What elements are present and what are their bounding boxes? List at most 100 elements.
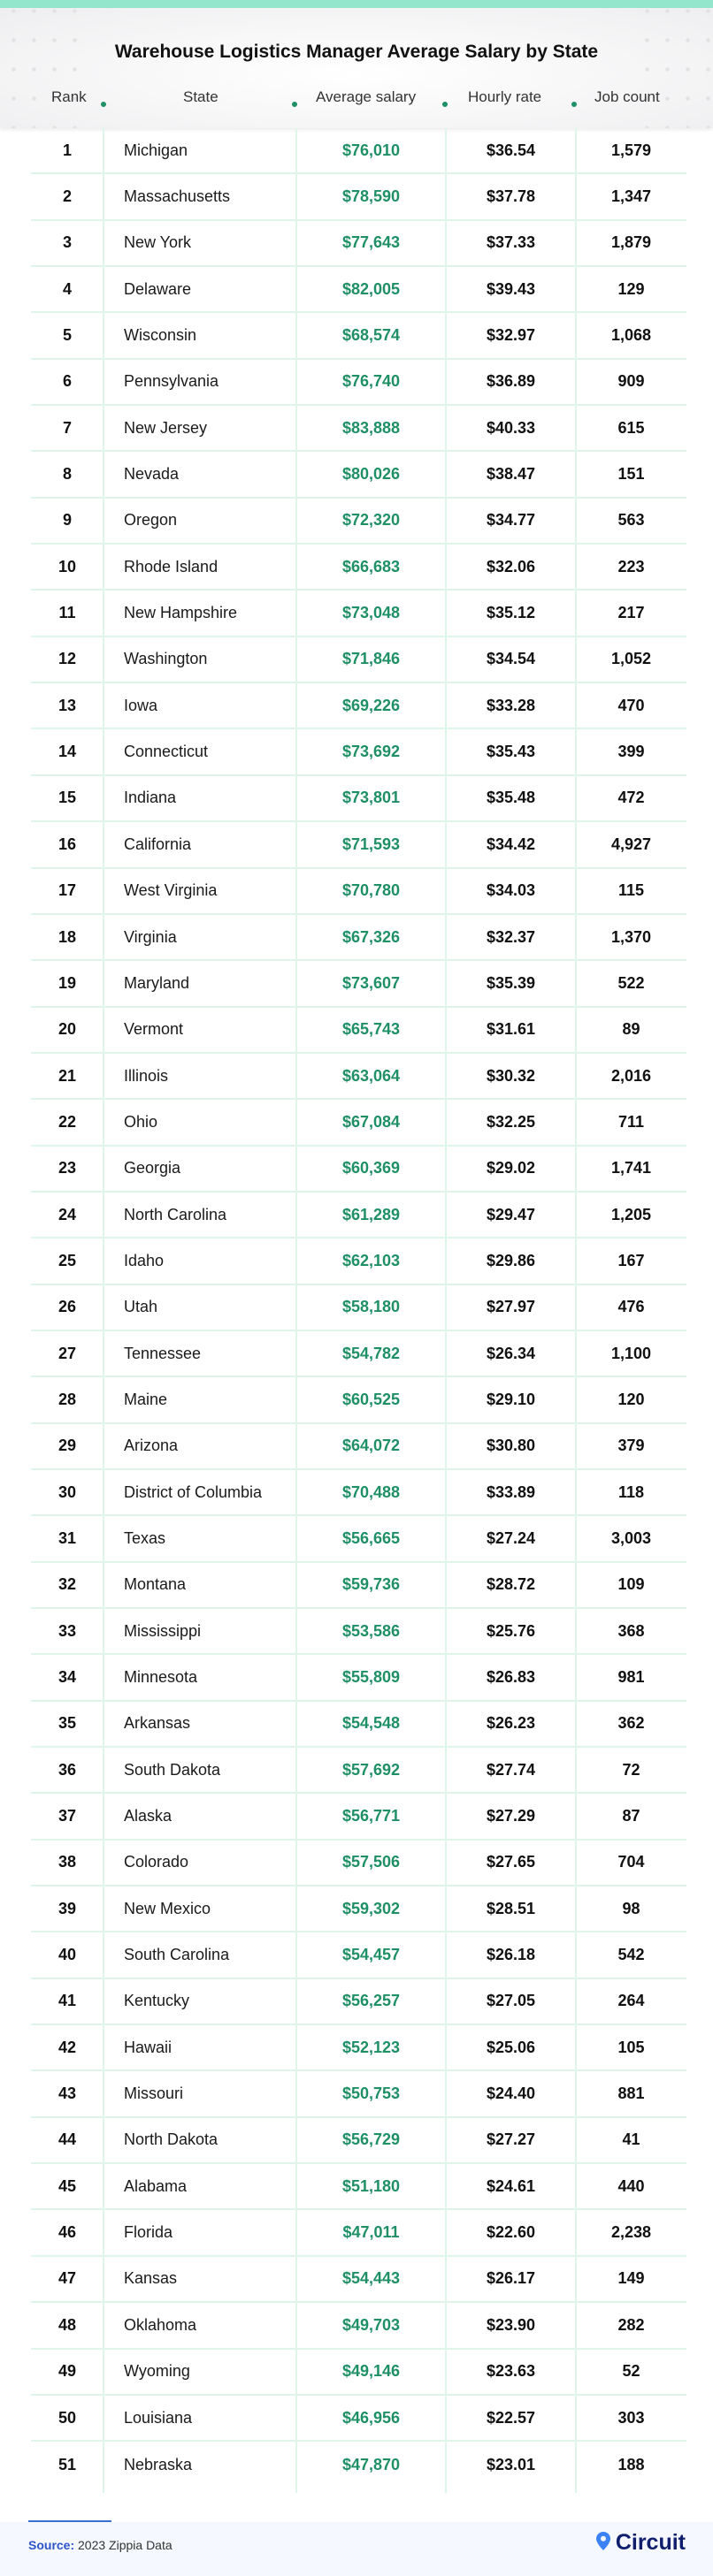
column-divider <box>295 128 297 2493</box>
rank-cell: 35 <box>58 1714 77 1733</box>
average-salary-cell: $73,801 <box>341 789 401 807</box>
job-count-cell: 115 <box>617 881 645 900</box>
hourly-rate-cell: $29.47 <box>486 1205 536 1223</box>
state-cell: Georgia <box>124 1159 181 1177</box>
decorative-dots-right <box>633 8 713 128</box>
state-cell: North Dakota <box>124 2130 218 2149</box>
state-cell: Texas <box>124 1528 166 1547</box>
rank-cell: 7 <box>62 418 72 437</box>
average-salary-cell: $78,590 <box>341 187 401 206</box>
table-row: 36 South Dakota $57,692 $27.74 72 <box>31 1748 686 1795</box>
hourly-rate-cell: $36.54 <box>486 141 536 159</box>
average-salary-cell: $65,743 <box>341 1020 401 1039</box>
column-separator-dot <box>101 102 106 107</box>
column-separator-dot <box>292 102 297 107</box>
job-count-cell: 476 <box>617 1298 645 1316</box>
rank-cell: 43 <box>58 2084 77 2103</box>
table-row: 33 Mississippi $53,586 $25.76 368 <box>31 1609 686 1656</box>
average-salary-cell: $56,257 <box>341 1992 401 2010</box>
average-salary-cell: $52,123 <box>341 2038 401 2056</box>
rank-cell: 22 <box>58 1112 77 1131</box>
state-cell: Illinois <box>124 1066 169 1085</box>
rank-cell: 38 <box>58 1853 77 1871</box>
average-salary-cell: $59,736 <box>341 1575 401 1594</box>
hourly-rate-cell: $32.25 <box>486 1112 536 1131</box>
hourly-rate-cell: $23.90 <box>486 2315 536 2334</box>
hourly-rate-cell: $24.61 <box>486 2176 536 2195</box>
state-cell: Massachusetts <box>124 187 231 206</box>
rank-cell: 2 <box>62 187 72 206</box>
table-row: 14 Connecticut $73,692 $35.43 399 <box>31 729 686 776</box>
table-row: 37 Alaska $56,771 $27.29 87 <box>31 1794 686 1841</box>
job-count-cell: 704 <box>617 1853 645 1871</box>
rank-cell: 6 <box>62 372 72 391</box>
state-cell: Minnesota <box>124 1668 198 1687</box>
job-count-cell: 368 <box>617 1621 645 1640</box>
rank-cell: 39 <box>58 1899 77 1917</box>
table-row: 5 Wisconsin $68,574 $32.97 1,068 <box>31 313 686 360</box>
rank-cell: 41 <box>58 1992 77 2010</box>
job-count-cell: 303 <box>617 2408 645 2427</box>
state-cell: Alabama <box>124 2176 188 2195</box>
state-cell: South Carolina <box>124 1946 230 1964</box>
table-header: Warehouse Logistics Manager Average Sala… <box>0 8 713 128</box>
job-count-cell: 109 <box>617 1575 645 1594</box>
job-count-cell: 120 <box>617 1390 645 1408</box>
hourly-rate-cell: $26.23 <box>486 1714 536 1733</box>
job-count-cell: 522 <box>617 973 645 992</box>
table-row: 50 Louisiana $46,956 $22.57 303 <box>31 2396 686 2443</box>
job-count-cell: 1,879 <box>610 233 652 252</box>
average-salary-cell: $49,703 <box>341 2315 401 2334</box>
table-row: 11 New Hampshire $73,048 $35.12 217 <box>31 591 686 637</box>
hourly-rate-cell: $25.06 <box>486 2038 536 2056</box>
brand-name: Circuit <box>615 2530 686 2555</box>
salary-table: 1 Michigan $76,010 $36.54 1,579 2 Massachusett… <box>31 128 686 2488</box>
rank-cell: 31 <box>58 1528 77 1547</box>
rank-cell: 24 <box>58 1205 77 1223</box>
table-row: 29 Arizona $64,072 $30.80 379 <box>31 1424 686 1470</box>
table-row: 34 Minnesota $55,809 $26.83 981 <box>31 1655 686 1702</box>
average-salary-cell: $63,064 <box>341 1066 401 1085</box>
table-row: 26 Utah $58,180 $27.97 476 <box>31 1285 686 1331</box>
average-salary-cell: $58,180 <box>341 1298 401 1316</box>
average-salary-cell: $73,048 <box>341 604 401 622</box>
job-count-cell: 1,347 <box>610 187 652 206</box>
average-salary-cell: $62,103 <box>341 1251 401 1269</box>
table-row: 30 District of Columbia $70,488 $33.89 118 <box>31 1470 686 1517</box>
average-salary-cell: $70,488 <box>341 1482 401 1501</box>
average-salary-cell: $46,956 <box>341 2408 401 2427</box>
rank-cell: 18 <box>58 927 77 946</box>
average-salary-cell: $76,010 <box>341 141 401 159</box>
table-row: 3 New York $77,643 $37.33 1,879 <box>31 221 686 268</box>
state-cell: Missouri <box>124 2084 184 2103</box>
table-row: 48 Oklahoma $49,703 $23.90 282 <box>31 2303 686 2350</box>
state-cell: Utah <box>124 1298 158 1316</box>
state-cell: Kansas <box>124 2269 178 2288</box>
job-count-cell: 264 <box>617 1992 645 2010</box>
rank-cell: 29 <box>58 1437 77 1455</box>
state-cell: Pennsylvania <box>124 372 219 391</box>
rank-cell: 4 <box>62 279 72 298</box>
average-salary-cell: $56,771 <box>341 1807 401 1825</box>
state-cell: District of Columbia <box>124 1482 263 1501</box>
table-row: 27 Tennessee $54,782 $26.34 1,100 <box>31 1331 686 1378</box>
job-count-cell: 217 <box>617 604 645 622</box>
rank-cell: 26 <box>58 1298 77 1316</box>
average-salary-cell: $53,586 <box>341 1621 401 1640</box>
state-cell: Washington <box>124 650 208 668</box>
job-count-cell: 542 <box>617 1946 645 1964</box>
rank-cell: 34 <box>58 1668 77 1687</box>
average-salary-cell: $67,326 <box>341 927 401 946</box>
average-salary-cell: $60,525 <box>341 1390 401 1408</box>
average-salary-cell: $55,809 <box>341 1668 401 1687</box>
hourly-rate-cell: $28.51 <box>486 1899 536 1917</box>
state-cell: Delaware <box>124 279 192 298</box>
hourly-rate-cell: $27.74 <box>486 1760 536 1779</box>
state-cell: New Mexico <box>124 1899 211 1917</box>
rank-cell: 36 <box>58 1760 77 1779</box>
table-row: 21 Illinois $63,064 $30.32 2,016 <box>31 1054 686 1101</box>
state-cell: Mississippi <box>124 1621 202 1640</box>
column-header-rank: Rank <box>51 88 87 105</box>
state-cell: Montana <box>124 1575 187 1594</box>
hourly-rate-cell: $27.65 <box>486 1853 536 1871</box>
